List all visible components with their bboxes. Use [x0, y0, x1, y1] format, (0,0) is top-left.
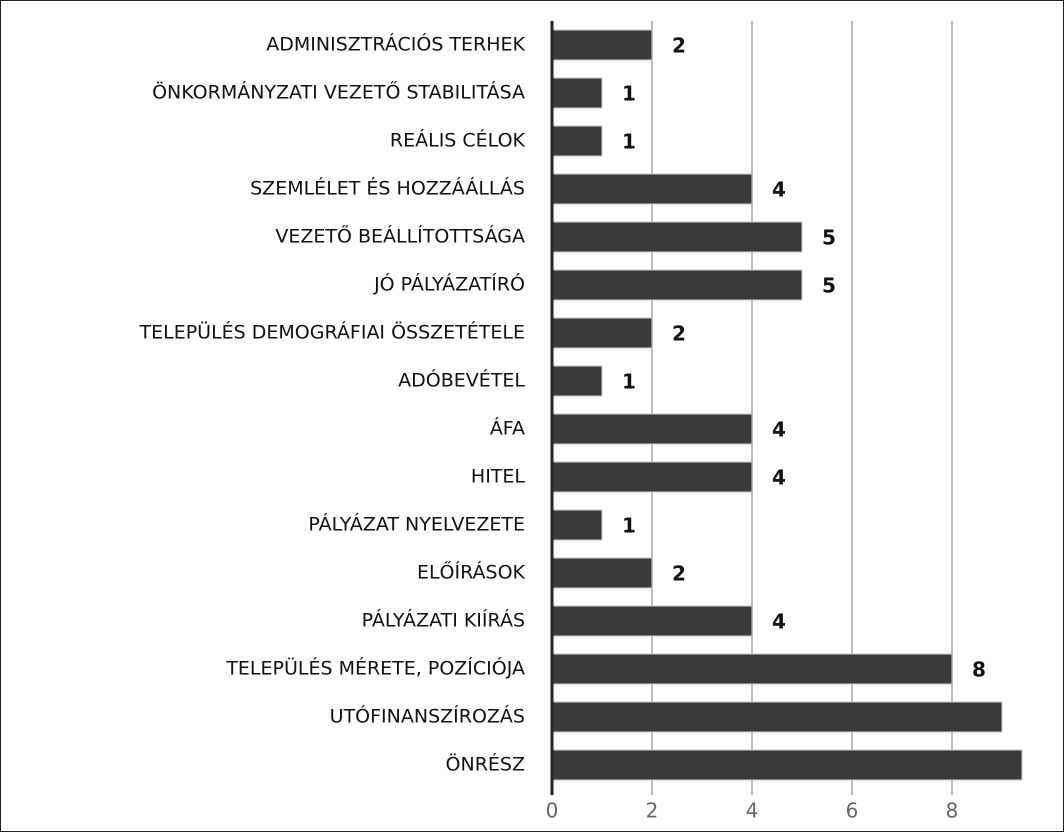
bar — [551, 413, 753, 445]
data-label: 4 — [772, 610, 786, 634]
y-tick-label: ADÓBEVÉTEL — [398, 368, 525, 392]
x-tick-label: 2 — [646, 799, 659, 823]
y-tick-label: ELŐÍRÁSOK — [417, 560, 526, 584]
y-tick-label: HITEL — [471, 466, 526, 488]
data-label: 2 — [672, 322, 686, 346]
bar — [551, 461, 753, 493]
y-tick-label: ÖNKORMÁNYZATI VEZETŐ STABILITÁSA — [152, 80, 525, 104]
bar — [551, 749, 1023, 781]
x-tick-label: 0 — [546, 799, 559, 823]
data-label: 2 — [672, 34, 686, 58]
y-tick-label: JÓ PÁLYÁZATÍRÓ — [373, 272, 525, 296]
bar — [551, 509, 603, 541]
data-label: 1 — [622, 82, 636, 106]
data-label: 4 — [772, 466, 786, 490]
y-tick-label: UTÓFINANSZÍROZÁS — [330, 704, 525, 728]
bar — [551, 701, 1003, 733]
bar — [551, 125, 603, 157]
y-tick-label: VEZETŐ BEÁLLÍTOTTSÁGA — [275, 224, 525, 248]
y-tick-label: TELEPÜLÉS MÉRETE, POZÍCIÓJA — [225, 656, 525, 680]
x-tick-label: 6 — [846, 799, 859, 823]
y-tick-label: PÁLYÁZAT NYELVEZETE — [308, 513, 525, 536]
data-label: 1 — [622, 130, 636, 154]
y-tick-label: PÁLYÁZATI KIÍRÁS — [362, 609, 525, 632]
data-label: 4 — [772, 418, 786, 442]
bar — [551, 269, 803, 301]
data-label: 5 — [822, 274, 836, 298]
data-label: 4 — [772, 178, 786, 202]
y-tick-label: ADMINISZTRÁCIÓS TERHEK — [266, 32, 525, 56]
y-tick-label: ÖNRÉSZ — [446, 753, 525, 776]
y-tick-label: TELEPÜLÉS DEMOGRÁFIAI ÖSSZETÉTELE — [139, 321, 525, 344]
data-label: 1 — [622, 370, 636, 394]
x-tick-label: 8 — [946, 799, 959, 823]
y-tick-label: ÁFA — [490, 417, 525, 440]
bar — [551, 221, 803, 253]
bar — [551, 365, 603, 397]
data-label: 8 — [972, 658, 986, 682]
bar — [551, 173, 753, 205]
bar — [551, 29, 653, 61]
data-label: 2 — [672, 562, 686, 586]
bar — [551, 653, 953, 685]
bar — [551, 557, 653, 589]
data-label: 1 — [622, 514, 636, 538]
x-tick-label: 4 — [746, 799, 759, 823]
y-tick-label: REÁLIS CÉLOK — [390, 129, 526, 152]
y-tick-label: SZEMLÉLET ÉS HOZZÁÁLLÁS — [250, 177, 525, 200]
data-label: 5 — [822, 226, 836, 250]
bar — [551, 605, 753, 637]
bar — [551, 317, 653, 349]
bar — [551, 77, 603, 109]
